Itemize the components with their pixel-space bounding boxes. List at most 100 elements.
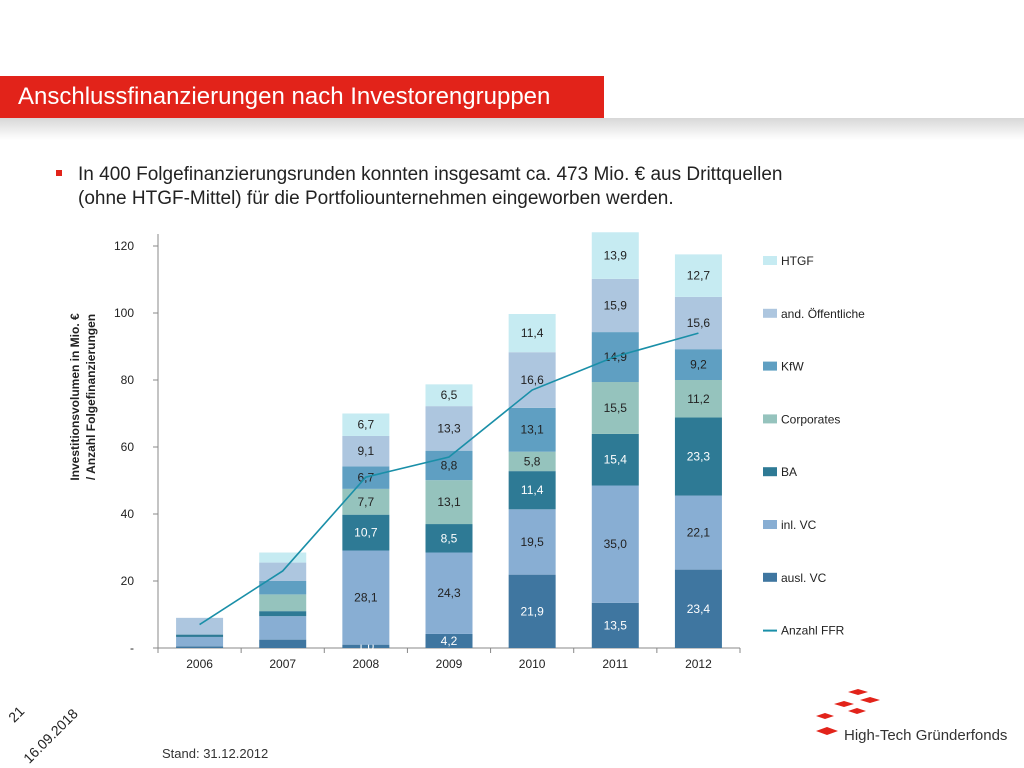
bar-segment — [259, 581, 307, 595]
bar-segment — [342, 488, 390, 515]
header-gray-band — [0, 118, 1024, 140]
data-label: 6,7 — [358, 418, 375, 432]
bar-segment — [508, 407, 556, 452]
data-label: 13,5 — [604, 618, 628, 632]
bar-segment — [591, 485, 639, 603]
bar-segment — [176, 646, 224, 648]
bar-segment — [508, 574, 556, 648]
legend-swatch — [763, 308, 777, 318]
data-label: 28,1 — [354, 591, 378, 605]
bar-segment — [425, 552, 473, 634]
bar-segment — [674, 380, 722, 418]
data-label: 9,1 — [358, 444, 375, 458]
legend-label: Corporates — [781, 412, 840, 426]
data-label: 13,1 — [437, 495, 461, 509]
bar-segment — [425, 633, 473, 648]
bar-segment — [591, 433, 639, 486]
bar-segment — [342, 435, 390, 467]
y-tick-label: 60 — [121, 440, 135, 454]
page-title: Anschlussfinanzierungen nach Investoreng… — [0, 76, 604, 118]
bar-segment — [508, 352, 556, 408]
data-label: 15,5 — [604, 401, 628, 415]
data-label: 21,9 — [520, 604, 544, 618]
y-tick-label: 80 — [121, 373, 135, 387]
bar-segment — [425, 450, 473, 481]
legend-label: Anzahl FFR — [781, 624, 845, 638]
y-tick-label: 100 — [114, 306, 134, 320]
bar-segment — [591, 278, 639, 333]
data-label: 23,4 — [687, 602, 711, 616]
y-tick-label: - — [130, 641, 134, 655]
y-axis-label: Investitionsvolumen in Mio. € — [68, 313, 82, 481]
bar-segment — [259, 616, 307, 640]
x-tick-label: 2011 — [602, 657, 628, 671]
bar-segment — [508, 451, 556, 472]
data-label: 10,7 — [354, 526, 378, 540]
bar-segment — [674, 296, 722, 350]
legend-label: inl. VC — [781, 518, 817, 532]
x-tick-label: 2009 — [436, 657, 463, 671]
data-label: 16,6 — [520, 373, 544, 387]
data-label: 22,1 — [687, 526, 711, 540]
bar-segment — [259, 639, 307, 648]
y-tick-label: 20 — [121, 574, 135, 588]
data-label: 13,9 — [604, 249, 628, 263]
bar-segment — [176, 617, 224, 635]
bar-segment — [425, 384, 473, 407]
y-axis-label-2: / Anzahl Folgefinanzierungen — [84, 314, 98, 480]
footer-stand: Stand: 31.12.2012 — [162, 746, 269, 761]
bullet-square-icon — [56, 170, 62, 176]
bar-segment — [674, 349, 722, 380]
legend-swatch — [763, 520, 777, 529]
chart-legend: HTGF and. Öffentliche KfW Corporates BA inl. … — [763, 254, 865, 638]
bar-segment — [425, 480, 473, 525]
bar-segment — [176, 634, 224, 637]
x-tick-label: 2008 — [353, 657, 380, 671]
data-label: 15,4 — [604, 453, 628, 467]
data-label: 5,8 — [524, 454, 541, 468]
bullet-line-2: (ohne HTGF-Mittel) für die Portfoliounte… — [78, 188, 674, 209]
bar-segment — [425, 524, 473, 553]
bar-segment — [508, 471, 556, 510]
data-label: 11,4 — [521, 483, 544, 497]
data-label: 13,3 — [437, 421, 461, 435]
data-label: 12,7 — [687, 269, 711, 283]
bar-segment — [342, 514, 390, 551]
x-tick-label: 2006 — [186, 657, 213, 671]
data-label: 4,2 — [441, 634, 458, 648]
bar-segment — [674, 495, 722, 570]
logo-text: High-Tech Gründerfonds — [844, 727, 1008, 744]
data-label: 35,0 — [604, 537, 628, 551]
bar-segment — [342, 413, 390, 436]
legend-label: and. Öffentliche — [781, 307, 865, 321]
y-tick-label: 120 — [114, 239, 134, 253]
x-tick-label: 2012 — [685, 657, 712, 671]
line-series-anzahl-ffr — [199, 332, 699, 626]
data-label: 15,9 — [604, 298, 628, 312]
legend-swatch — [763, 414, 777, 424]
bar-segment — [259, 594, 307, 612]
data-label: 8,8 — [441, 458, 458, 472]
legend-swatch — [763, 256, 777, 265]
x-tick-label: 2010 — [519, 657, 546, 671]
bar-segment — [508, 509, 556, 575]
legend-swatch — [763, 467, 777, 477]
y-tick-label: 40 — [121, 507, 135, 521]
x-tick-label: 2007 — [269, 657, 296, 671]
legend-label: KfW — [781, 360, 804, 374]
data-label: 11,2 — [687, 392, 710, 406]
bullet-line-1: In 400 Folgefinanzierungsrunden konnten … — [78, 164, 783, 185]
data-label: 6,5 — [441, 388, 458, 402]
bar-segment — [674, 254, 722, 297]
htgf-logo-icon — [816, 689, 880, 735]
legend-label: ausl. VC — [781, 571, 827, 585]
data-label: 7,7 — [358, 495, 375, 509]
legend-label: HTGF — [781, 254, 814, 268]
bar-segment — [591, 602, 639, 648]
bar-segment — [591, 232, 639, 279]
data-label: 19,5 — [520, 535, 544, 549]
bar-segment — [508, 314, 556, 353]
bar-segment — [674, 417, 722, 496]
